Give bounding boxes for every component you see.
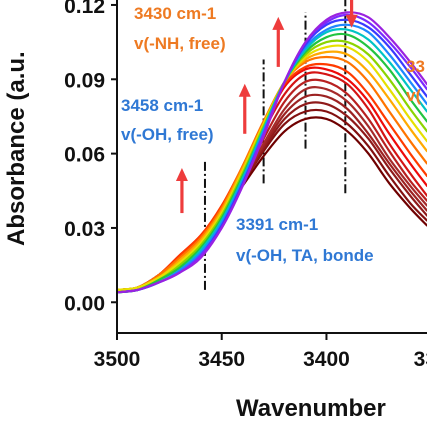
annotation-3391-wavenumber: 3391 cm-1 xyxy=(236,215,318,234)
trend-arrow-head-3 xyxy=(272,16,285,30)
spectra-series xyxy=(117,11,427,294)
annotation-oh-ta-bonded: v(-OH, TA, bonde xyxy=(236,246,374,265)
y-tick-label-0.09: 0.09 xyxy=(64,69,105,92)
y-tick-label-0.12: 0.12 xyxy=(64,0,105,18)
x-tick-label-335: 335 xyxy=(414,348,427,371)
y-tick-label-0.00: 0.00 xyxy=(64,292,105,315)
x-tick-label-3400: 3400 xyxy=(303,348,350,371)
trend-arrow-head-2 xyxy=(238,83,251,97)
x-axis-title: Wavenumber xyxy=(236,395,386,422)
y-tick-label-0.03: 0.03 xyxy=(64,218,105,241)
annotation-nh-free: v(-NH, free) xyxy=(134,34,226,53)
x-tick-label-3450: 3450 xyxy=(198,348,245,371)
trend-arrow-head-1 xyxy=(175,167,188,181)
annotation-right-mode: v( xyxy=(406,86,421,105)
annotation-oh-free: v(-OH, free) xyxy=(121,125,214,144)
trend-arrows xyxy=(175,0,358,214)
y-tick-label-0.06: 0.06 xyxy=(64,144,105,167)
tick-marks: 0.00 0.03 0.06 0.09 0.12 3500 3450 3400 335 xyxy=(64,0,427,371)
axes xyxy=(116,0,427,334)
annotation-right-number: 33 xyxy=(406,57,425,76)
annotation-3458-wavenumber: 3458 cm-1 xyxy=(121,96,203,115)
annotation-3430-wavenumber: 3430 cm-1 xyxy=(134,4,216,23)
trend-arrow-head-4 xyxy=(345,14,358,28)
reference-lines xyxy=(203,0,347,290)
y-axis-title: Absorbance (a.u. xyxy=(3,51,30,246)
spectrum-line-19 xyxy=(117,11,427,294)
x-tick-label-3500: 3500 xyxy=(94,348,141,371)
